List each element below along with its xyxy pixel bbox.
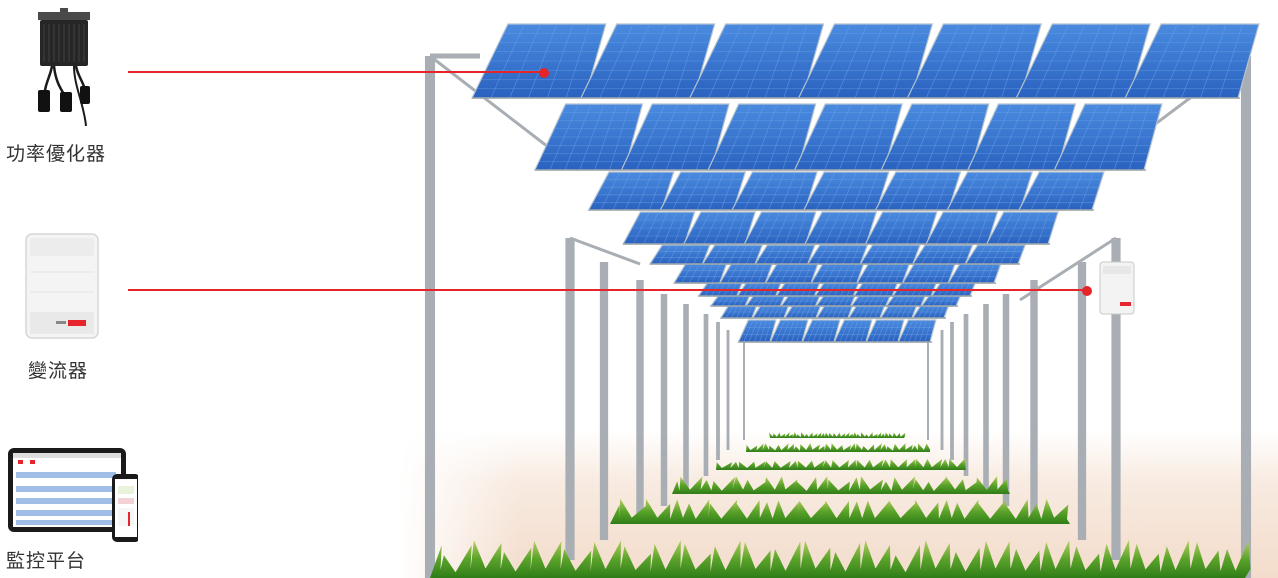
grass-row: [716, 458, 966, 470]
pointer-lines: [128, 68, 1092, 296]
ground: [400, 430, 1278, 578]
support-post-left: [743, 338, 745, 440]
grass-row: [672, 476, 1010, 494]
optimizer-pointer-dot: [539, 68, 549, 78]
support-post-left: [683, 304, 689, 492]
support-post-right: [1077, 262, 1087, 540]
support-post-right: [950, 322, 954, 460]
support-post-right: [1002, 294, 1010, 506]
support-post-left: [636, 280, 644, 522]
brace: [569, 236, 641, 266]
power-optimizer-icon: [38, 8, 90, 127]
support-post-right: [983, 304, 989, 492]
support-post-right: [1240, 56, 1252, 578]
support-post-right: [1030, 280, 1038, 522]
support-post-left: [660, 294, 668, 506]
support-post-left: [716, 322, 720, 460]
support-post-left: [726, 330, 730, 450]
mounted-inverter: [1099, 261, 1135, 315]
monitoring-label: 監控平台: [6, 550, 87, 572]
support-post-left: [599, 262, 609, 540]
support-post-left: [565, 238, 575, 560]
support-post-right: [940, 330, 944, 450]
support-post-right: [927, 338, 929, 440]
grass-row: [610, 498, 1070, 524]
grass-rows: [430, 432, 1251, 578]
monitoring-platform-icon: [8, 448, 138, 542]
grass-row: [769, 432, 906, 438]
inverter-pointer-dot: [1082, 286, 1092, 296]
grass-row: [746, 443, 931, 452]
support-post-right: [1111, 238, 1121, 560]
grass-row: [430, 540, 1251, 578]
optimizer-label: 功率優化器: [6, 143, 107, 165]
solar-panel-rows: [471, 23, 1260, 343]
inverter-label: 變流器: [28, 360, 89, 382]
support-post-left: [424, 56, 436, 578]
support-post-right: [963, 314, 969, 476]
support-post-left: [703, 314, 709, 476]
inverter-icon: [25, 233, 99, 339]
